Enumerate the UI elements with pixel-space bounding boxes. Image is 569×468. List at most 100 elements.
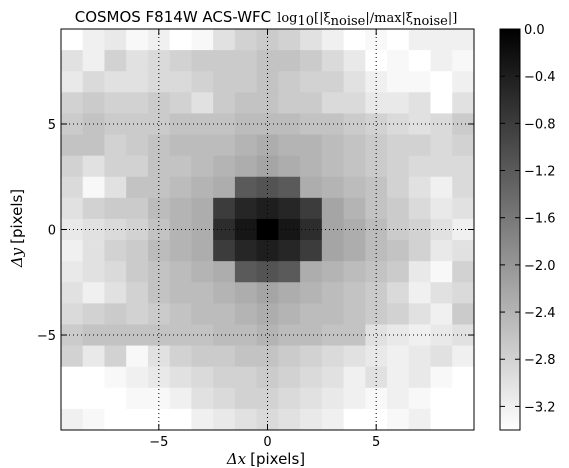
heatmap-cell <box>278 366 301 389</box>
heatmap-cell <box>452 92 475 114</box>
heatmap-cell <box>278 155 301 178</box>
heatmap-cell <box>104 345 127 368</box>
heatmap-cell <box>61 345 84 368</box>
heatmap-cell <box>408 282 431 304</box>
heatmap-cell <box>387 155 410 178</box>
heatmap-cell <box>430 261 453 283</box>
heatmap-cell <box>365 113 388 135</box>
heatmap-cell <box>343 303 366 325</box>
heatmap-cell <box>321 408 344 431</box>
heatmap-cell <box>343 282 366 304</box>
heatmap-cell <box>300 197 323 220</box>
heatmap-cell <box>321 134 344 157</box>
heatmap-cell <box>343 366 366 389</box>
heatmap-cell <box>343 387 366 410</box>
heatmap-cell <box>256 155 279 178</box>
heatmap-cell <box>213 155 236 178</box>
heatmap-cell <box>104 408 127 431</box>
x-axis-label: Δx [pixels] <box>226 450 305 468</box>
heatmap-cell <box>300 261 323 283</box>
heatmap-cell <box>278 50 301 72</box>
heatmap-cell <box>169 408 192 431</box>
heatmap-cell <box>430 176 453 199</box>
heatmap-cell <box>452 176 475 199</box>
heatmap-cell <box>321 176 344 199</box>
heatmap-cell <box>213 261 236 283</box>
heatmap-cell <box>321 29 344 51</box>
heatmap-cell <box>321 50 344 72</box>
heatmap-cell <box>452 261 475 283</box>
heatmap-cell <box>365 240 388 262</box>
heatmap-cell <box>321 155 344 178</box>
heatmap-cell <box>191 387 214 410</box>
heatmap-cell <box>191 324 214 346</box>
heatmap-cell <box>278 240 301 262</box>
heatmap-cell <box>191 113 214 135</box>
heatmap-cell <box>300 155 323 178</box>
heatmap-cell <box>61 218 84 241</box>
heatmap-cell <box>343 345 366 368</box>
heatmap-cell <box>169 366 192 389</box>
heatmap-cell <box>147 113 171 135</box>
heatmap-cell <box>387 176 410 199</box>
heatmap-cell <box>321 366 344 389</box>
heatmap-cells <box>61 29 475 431</box>
x-tick-label: −5 <box>149 435 168 450</box>
heatmap-cell <box>300 71 323 93</box>
heatmap-cell <box>452 240 475 262</box>
heatmap-cell <box>147 303 171 325</box>
heatmap-cell <box>300 387 323 410</box>
heatmap-cell <box>300 240 323 262</box>
heatmap-cell <box>321 113 344 135</box>
heatmap-cell <box>82 155 105 178</box>
heatmap-cell <box>300 176 323 199</box>
heatmap-cell <box>343 261 366 283</box>
heatmap-cell <box>321 387 344 410</box>
heatmap-cell <box>61 176 84 199</box>
heatmap-cell <box>213 345 236 368</box>
heatmap-cell <box>300 92 323 114</box>
heatmap-cell <box>321 324 344 346</box>
heatmap-cell <box>147 176 171 199</box>
heatmap-cell <box>61 92 84 114</box>
heatmap-cell <box>452 218 475 241</box>
heatmap-cell <box>82 345 105 368</box>
heatmap-cell <box>256 345 279 368</box>
heatmap-cell <box>452 113 475 135</box>
heatmap-cell <box>213 324 236 346</box>
colorbar-tick-label: −1.2 <box>524 165 556 180</box>
heatmap-cell <box>256 197 279 220</box>
heatmap-cell <box>256 50 279 72</box>
heatmap-cell <box>213 29 236 51</box>
heatmap-cell <box>61 408 84 431</box>
heatmap-cell <box>387 71 410 93</box>
heatmap-cell <box>234 134 258 157</box>
heatmap-cell <box>387 218 410 241</box>
heatmap-cell <box>300 282 323 304</box>
heatmap-cell <box>126 71 149 93</box>
heatmap-cell <box>343 134 366 157</box>
heatmap-cell <box>234 240 258 262</box>
heatmap-cell <box>169 92 192 114</box>
heatmap-cell <box>191 261 214 283</box>
heatmap-cell <box>191 71 214 93</box>
y-axis-label: Δy [pixels] <box>8 189 26 268</box>
heatmap-cell <box>169 387 192 410</box>
y-tick-label: 0 <box>48 224 56 239</box>
heatmap-cell <box>365 176 388 199</box>
x-axis-symbol: Δx <box>226 450 247 468</box>
heatmap-cell <box>169 134 192 157</box>
heatmap-cell <box>343 113 366 135</box>
x-ticks: −5 0 5 <box>149 29 380 450</box>
heatmap-cell <box>126 261 149 283</box>
heatmap-cell <box>213 366 236 389</box>
heatmap-cell <box>104 366 127 389</box>
heatmap-cell <box>191 408 214 431</box>
heatmap-cell <box>104 176 127 199</box>
heatmap-cell <box>191 134 214 157</box>
heatmap-cell <box>234 387 258 410</box>
heatmap-cell <box>169 197 192 220</box>
heatmap-cell <box>234 29 258 51</box>
heatmap-cell <box>126 366 149 389</box>
heatmap-cell <box>408 324 431 346</box>
